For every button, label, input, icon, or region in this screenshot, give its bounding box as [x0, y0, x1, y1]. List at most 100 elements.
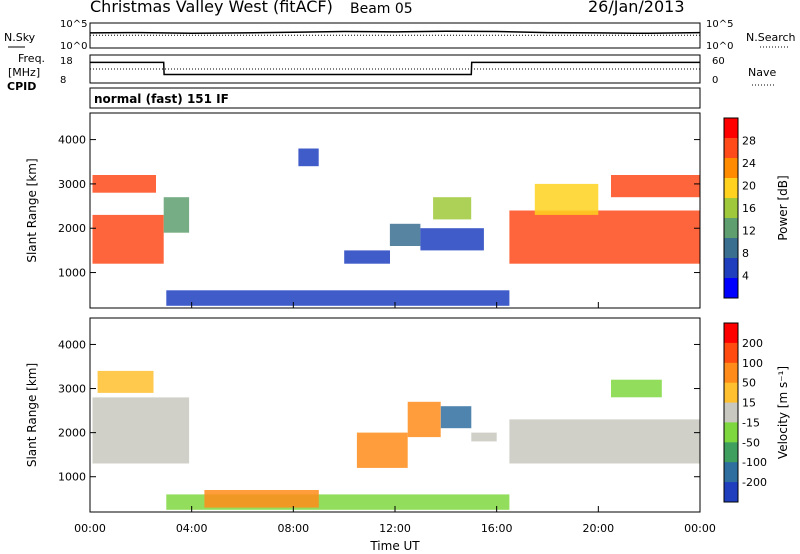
power-colorbar-cell-0 [724, 118, 738, 139]
freq-panel-frame [89, 54, 701, 84]
power-colorbar-tick-6: 4 [742, 270, 749, 283]
velocity-colorbar-cell-8 [724, 482, 738, 503]
power-ylabel: Slant Range [km] [25, 158, 39, 262]
power-colorbar-cell-6 [724, 238, 738, 259]
noise-tick-left-top: 10^5 [60, 19, 87, 30]
velocity-region-9 [611, 379, 662, 398]
power-region-0 [92, 214, 164, 264]
xtick-label-4: 16:00 [481, 522, 513, 535]
noise-tick-right-top: 10^5 [706, 19, 733, 30]
freq-tick-left-bottom: 8 [60, 75, 66, 86]
velocity-region-0 [92, 397, 190, 464]
xtick-label-6: 00:00 [684, 522, 716, 535]
velocity-colorbar-cell-4 [724, 402, 738, 423]
freq-tick-right-top: 60 [712, 56, 725, 67]
power-colorbar-tick-3: 16 [742, 202, 756, 215]
velocity-colorbar-cell-3 [724, 382, 738, 404]
cpid-value: normal (fast) 151 IF [94, 92, 229, 106]
velocity-colorbar-tick-7: -200 [742, 476, 767, 489]
power-colorbar-cell-3 [724, 178, 738, 199]
power-region-1 [92, 175, 156, 193]
power-colorbar-tick-2: 20 [742, 180, 756, 193]
power-colorbar-cell-1 [724, 138, 738, 159]
cpid-panel-frame [89, 87, 701, 109]
velocity-colorbar-cell-2 [724, 362, 738, 384]
velocity-data-group [92, 370, 700, 510]
velocity-region-6 [440, 406, 472, 429]
power-colorbar-cell-7 [724, 258, 738, 279]
velocity-colorbar-tick-3: 15 [742, 397, 756, 410]
xtick-label-0: 00:00 [74, 522, 106, 535]
power-region-11 [166, 290, 510, 306]
velocity-colorbar-label: Velocity [m s⁻¹] [776, 366, 790, 459]
freq-right-label: Nave [748, 66, 776, 79]
velocity-ytick-label-3: 4000 [58, 338, 86, 351]
noise-right-label: N.Search [746, 31, 796, 44]
freq-left-label-a: Freq. [18, 52, 45, 65]
velocity-region-7 [471, 432, 497, 442]
xtick-label-1: 04:00 [176, 522, 208, 535]
power-ytick-label-1: 2000 [58, 222, 86, 235]
freq-left-label-b: [MHz] [8, 66, 40, 79]
noise-series-sky [89, 30, 701, 35]
beam-title: Beam 05 [350, 1, 413, 17]
freq-tick-right-bottom: 0 [712, 75, 718, 86]
velocity-colorbar-cell-7 [724, 462, 738, 483]
power-ytick-label-2: 3000 [58, 178, 86, 191]
power-region-7 [420, 228, 484, 251]
velocity-region-1 [97, 370, 154, 393]
cpid-label: CPID [7, 80, 37, 93]
velocity-ylabel: Slant Range [km] [25, 363, 39, 467]
power-colorbar-tick-4: 12 [742, 225, 756, 238]
station-title: Christmas Valley West (fitACF) [90, 0, 333, 16]
noise-left-label: N.Sky [4, 31, 36, 44]
velocity-region-8 [509, 419, 700, 464]
power-region-5 [389, 223, 421, 246]
power-region-9 [534, 183, 599, 215]
velocity-colorbar-tick-2: 50 [742, 377, 756, 390]
velocity-colorbar-cell-6 [724, 442, 738, 463]
power-colorbar-tick-0: 28 [742, 135, 756, 148]
freq-tick-left-top: 18 [60, 56, 73, 67]
noise-tick-right-bottom: 10^0 [706, 41, 733, 52]
velocity-ytick-label-1: 2000 [58, 427, 86, 440]
noise-tick-left-bottom: 10^0 [60, 41, 87, 52]
power-region-6 [433, 197, 472, 220]
xtick-label-2: 08:00 [277, 522, 309, 535]
velocity-region-5 [407, 401, 441, 438]
power-region-3 [298, 148, 319, 167]
power-data-group [92, 148, 700, 306]
velocity-colorbar-tick-0: 200 [742, 337, 763, 350]
power-colorbar-tick-5: 8 [742, 247, 749, 260]
date-title: 26/Jan/2013 [588, 0, 685, 16]
velocity-colorbar-cell-1 [724, 342, 738, 364]
power-region-10 [611, 175, 700, 198]
power-colorbar-cell-2 [724, 158, 738, 179]
xtick-label-3: 12:00 [379, 522, 411, 535]
power-colorbar-tick-1: 24 [742, 157, 756, 170]
velocity-colorbar-tick-6: -100 [742, 456, 767, 469]
power-colorbar-label: Power [dB] [776, 175, 790, 240]
power-colorbar-cell-4 [724, 198, 738, 219]
noise-panel-frame [89, 22, 701, 49]
velocity-ytick-label-2: 3000 [58, 383, 86, 396]
power-ytick-label-3: 4000 [58, 134, 86, 147]
power-region-4 [344, 250, 390, 264]
velocity-region-4 [356, 432, 408, 468]
velocity-colorbar-frame [723, 322, 739, 503]
velocity-region-3 [204, 490, 319, 508]
velocity-colorbar-tick-4: -15 [742, 416, 760, 429]
power-ytick-label-0: 1000 [58, 267, 86, 280]
velocity-colorbar-cell-5 [724, 422, 738, 443]
power-colorbar-cell-5 [724, 218, 738, 239]
xtick-label-5: 20:00 [582, 522, 614, 535]
xaxis-label: Time UT [369, 539, 420, 553]
power-region-2 [163, 197, 190, 233]
velocity-colorbar-tick-5: -50 [742, 436, 760, 449]
power-region-8 [509, 210, 700, 264]
power-colorbar-frame [723, 117, 739, 299]
velocity-colorbar-tick-1: 100 [742, 357, 763, 370]
power-colorbar-cell-8 [724, 278, 738, 299]
velocity-colorbar-cell-0 [724, 323, 738, 344]
